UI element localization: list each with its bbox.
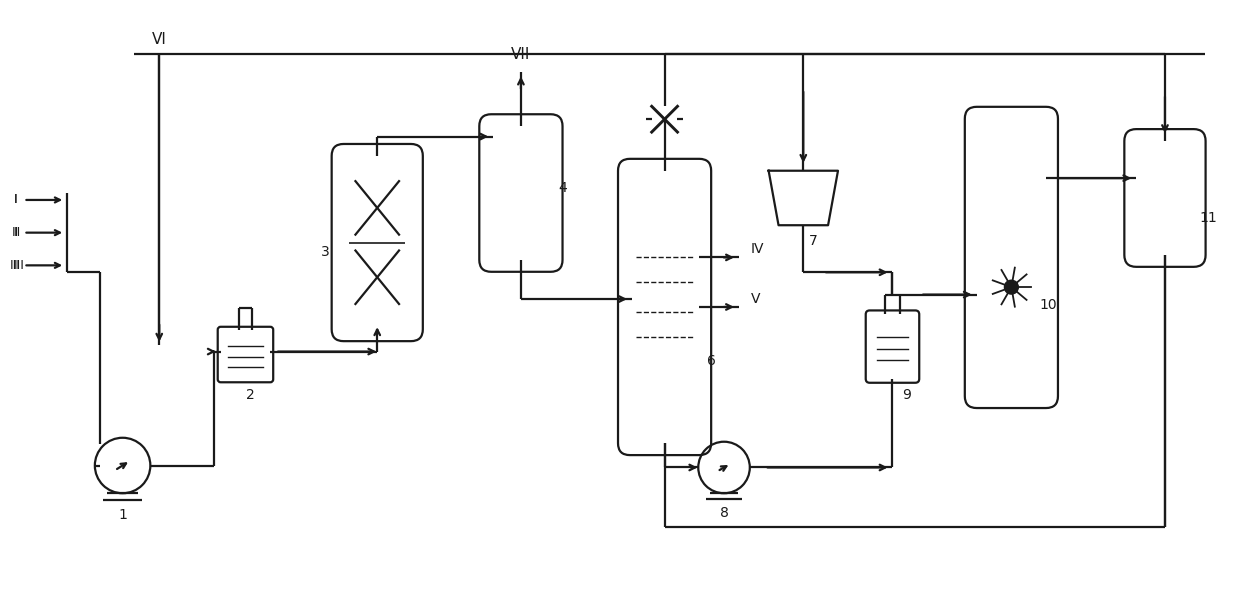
Text: I: I (14, 194, 17, 206)
Text: V: V (750, 292, 760, 306)
Text: 8: 8 (719, 506, 728, 520)
Text: 3: 3 (321, 245, 330, 259)
Text: III: III (10, 259, 21, 272)
Text: II: II (12, 226, 19, 239)
Text: IV: IV (750, 243, 764, 257)
Text: 11: 11 (1199, 211, 1218, 225)
Text: 7: 7 (808, 234, 817, 248)
Text: VI: VI (151, 32, 166, 47)
Circle shape (1004, 280, 1018, 294)
Text: III: III (14, 259, 25, 272)
Text: 1: 1 (118, 508, 126, 522)
Text: 10: 10 (1039, 298, 1056, 312)
Text: VII: VII (511, 47, 531, 63)
Text: 9: 9 (903, 388, 911, 402)
Text: 4: 4 (558, 181, 568, 195)
Text: II: II (14, 226, 21, 239)
Text: 6: 6 (707, 354, 715, 368)
Text: I: I (14, 194, 17, 206)
Text: 2: 2 (246, 388, 254, 402)
